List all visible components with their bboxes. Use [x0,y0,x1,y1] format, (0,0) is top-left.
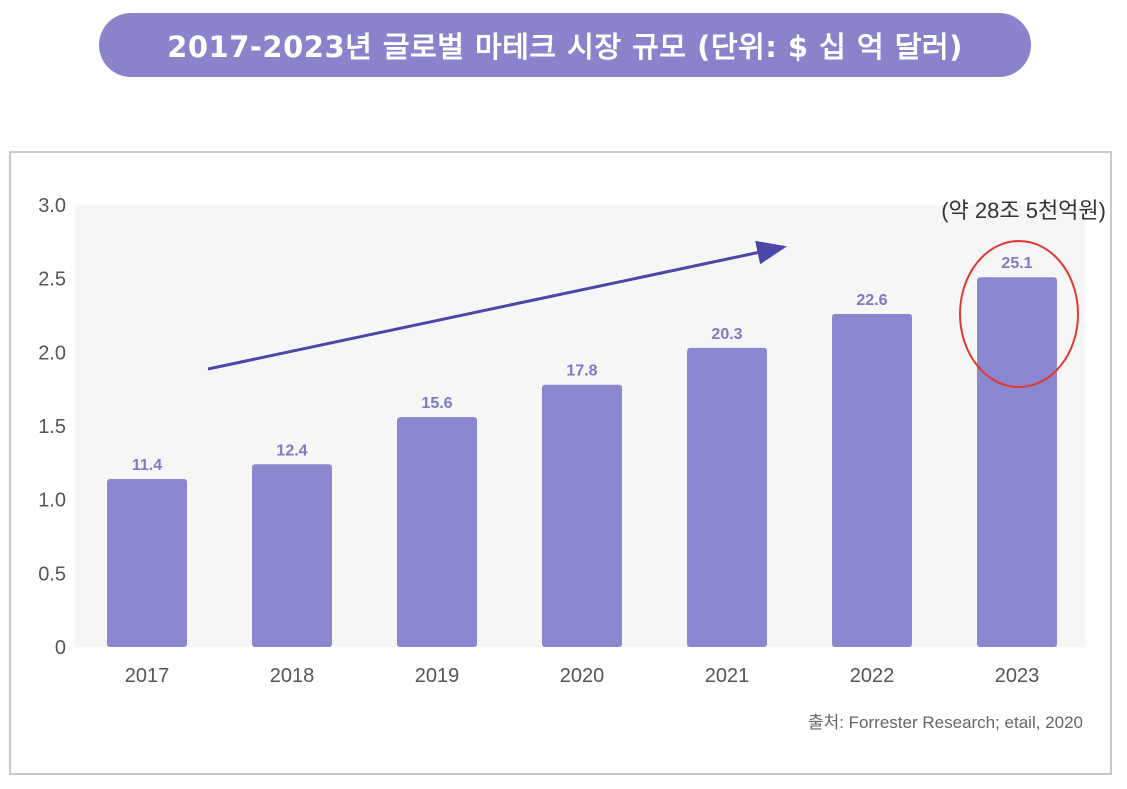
y-tick-label: 2.5 [38,269,66,291]
x-tick-label-2020: 2020 [560,665,605,687]
bars-group [107,277,1057,647]
y-tick-label: 0 [55,637,66,659]
x-tick-label-2022: 2022 [850,665,895,687]
y-tick-label: 1.0 [38,490,66,512]
value-label-2023: 25.1 [1001,255,1032,272]
value-label-2022: 22.6 [856,292,887,309]
value-label-2019: 15.6 [421,395,452,412]
bar-2022 [832,314,912,647]
y-tick-label: 0.5 [38,563,66,585]
x-tick-label-2018: 2018 [270,665,315,687]
x-tick-label-2019: 2019 [415,665,460,687]
x-axis: 2017 2018 2019 2020 2021 2022 2023 [125,665,1040,687]
highlight-circle [959,240,1079,388]
x-tick-label-2023: 2023 [995,665,1040,687]
bar-2017 [107,479,187,647]
x-tick-label-2017: 2017 [125,665,170,687]
bar-2019 [397,417,477,647]
y-tick-label: 3.0 [38,195,66,217]
value-label-2018: 12.4 [276,442,307,459]
bar-2023 [977,277,1057,647]
value-label-2021: 20.3 [711,326,742,343]
chart-title-banner: 2017-2023년 글로벌 마테크 시장 규모 (단위: $ 십 억 달러) [99,13,1031,77]
bar-2018 [252,464,332,647]
chart-title: 2017-2023년 글로벌 마테크 시장 규모 (단위: $ 십 억 달러) [167,30,963,64]
bar-2020 [542,384,622,647]
chart-frame [9,151,1112,775]
x-tick-label-2021: 2021 [705,665,750,687]
source-note: 출처: Forrester Research; etail, 2020 [808,713,1083,732]
y-tick-label: 2.0 [38,342,66,364]
value-labels: 11.4 12.4 15.6 17.8 20.3 22.6 25.1 [132,255,1033,474]
bar-2021 [687,347,767,647]
y-axis: 0 0.5 1.0 1.5 2.0 2.5 3.0 [38,195,66,659]
value-label-2017: 11.4 [132,457,162,474]
y-tick-label: 1.5 [38,416,66,438]
annotation-note: (약 28조 5천억원) [941,198,1106,223]
value-label-2020: 17.8 [566,363,597,380]
growth-trend-arrow [207,240,787,371]
